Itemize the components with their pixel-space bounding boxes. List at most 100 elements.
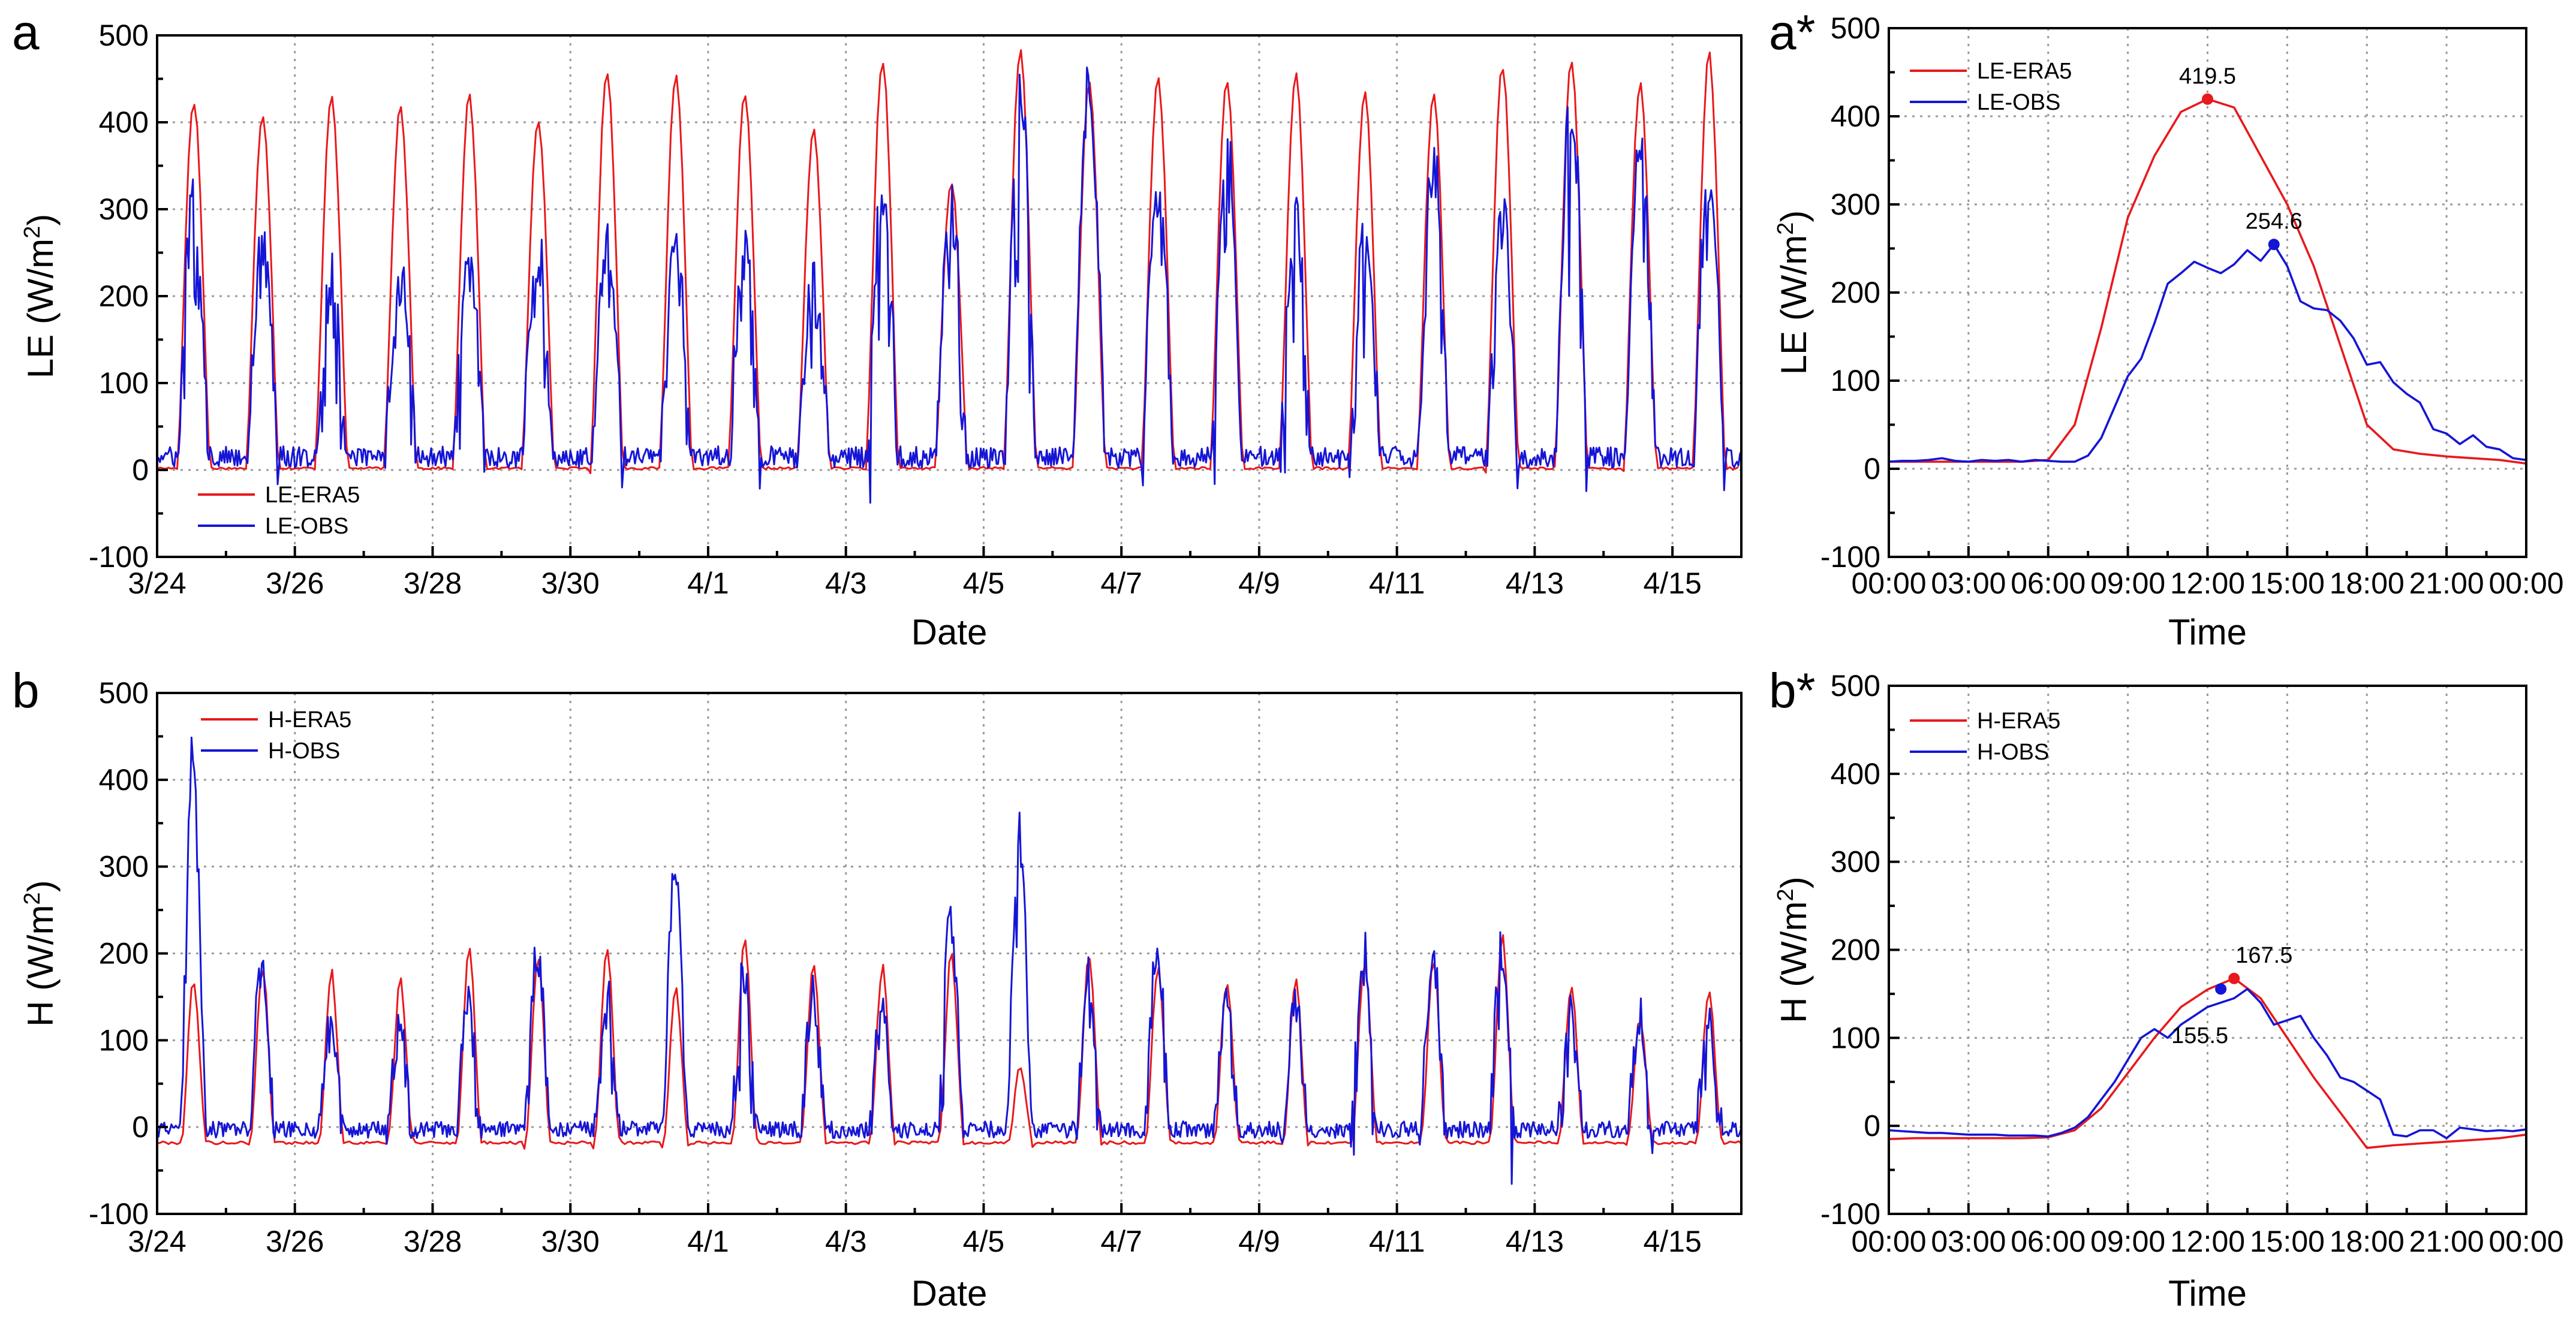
panel-b-star-ylabel-sup: 2 [1773, 888, 1798, 901]
xtick-label: 00:00 [1851, 1225, 1926, 1258]
xtick-label: 4/1 [687, 1225, 729, 1258]
series-line-h-obs [157, 736, 1741, 1185]
ytick-label: 400 [99, 763, 149, 797]
xtick-label: 4/11 [1369, 1225, 1425, 1258]
ytick-label: 0 [1864, 1109, 1880, 1143]
panel-b-star-ylabel: H (W/m2) [1773, 876, 1814, 1023]
panel-b-star-letter: b* [1769, 664, 1816, 718]
xtick-label: 3/24 [128, 1225, 186, 1258]
panel-a-star-peak-label-era5: 419.5 [2179, 64, 2236, 89]
panel-b-chart: b -100 0 100 200 300 400 500 3/24 3/26 3/28 3/30 4/… [12, 664, 1743, 1313]
xtick-label: 4/1 [687, 566, 729, 600]
ytick-label: 500 [99, 676, 149, 710]
xtick-label: 3/26 [266, 1225, 324, 1258]
xtick-label: 18:00 [2330, 566, 2405, 600]
panel-a-star-peak-label-obs: 254.6 [2246, 209, 2303, 234]
panel-a-star-peak-marker-era5 [2202, 93, 2213, 105]
xtick-label: 15:00 [2250, 566, 2325, 600]
ytick-label: 300 [99, 192, 149, 226]
panel-a-ylabel-main: LE (W/m [20, 239, 61, 378]
panel-a-star-ylabel-sup: 2 [1773, 222, 1798, 235]
ytick-label: 400 [99, 106, 149, 139]
ytick-label: 200 [99, 279, 149, 313]
panel-b-ylabel-main: H (W/m [20, 905, 61, 1026]
xtick-label: 3/30 [541, 1225, 600, 1258]
ytick-label: 300 [1831, 188, 1880, 221]
ytick-label: -100 [89, 540, 149, 574]
panel-b-star-ylabel-main: H (W/m [1774, 901, 1814, 1023]
panel-b-star-legend-label-obs: H-OBS [1977, 740, 2049, 765]
xtick-label: 4/15 [1643, 1225, 1701, 1258]
ytick-label: -100 [1820, 540, 1880, 574]
xtick-label: 3/30 [541, 566, 600, 600]
xtick-label: 3/28 [404, 566, 462, 600]
panel-b-ticks: -100 0 100 200 300 400 500 3/24 3/26 3/28 3/30 4/1 4… [89, 676, 1702, 1258]
ytick-label: 0 [1864, 452, 1880, 486]
ytick-label: 100 [99, 366, 149, 400]
xtick-label: 00:00 [1851, 566, 1926, 600]
ytick-label: 100 [99, 1023, 149, 1057]
xtick-label: 3/26 [266, 566, 324, 600]
series-line-h-era5 [157, 934, 1741, 1150]
panel-b-star-legend-label-era5: H-ERA5 [1977, 709, 2060, 734]
panel-b-star-peak-label-era5: 167.5 [2235, 943, 2292, 968]
panel-b-star-annotations: 167.5 155.5 [2171, 943, 2292, 1048]
ytick-label: -100 [89, 1197, 149, 1231]
xtick-label: 4/13 [1506, 1225, 1564, 1258]
panel-a-star-legend-label-era5: LE-ERA5 [1977, 59, 2072, 84]
series-line-h-obs [1889, 988, 2526, 1140]
series-line-le-obs [1889, 243, 2526, 463]
xtick-label: 3/24 [128, 566, 186, 600]
xtick-label: 4/13 [1506, 566, 1564, 600]
panel-b-ylabel-sup: 2 [20, 892, 45, 905]
panel-a-ylabel-tail: ) [20, 214, 61, 226]
xtick-label: 21:00 [2409, 566, 2484, 600]
panel-b-star-peak-label-obs: 155.5 [2171, 1023, 2228, 1048]
xtick-label: 4/7 [1100, 1225, 1142, 1258]
panel-a-series [157, 49, 1741, 504]
panel-a-star-grid [1889, 28, 2526, 557]
xtick-label: 4/5 [963, 1225, 1005, 1258]
ytick-label: 500 [1831, 11, 1880, 45]
xtick-label: 4/3 [825, 566, 867, 600]
panel-a-star-peak-marker-obs [2268, 239, 2280, 251]
panel-b-star-grid [1889, 686, 2526, 1214]
ytick-label: 300 [1831, 845, 1880, 879]
xtick-label: 03:00 [1931, 1225, 2006, 1258]
panel-b-ylabel-tail: ) [20, 880, 61, 892]
panel-a-star-ylabel: LE (W/m2) [1773, 210, 1814, 375]
panel-a-star-letter: a* [1769, 5, 1816, 60]
xtick-label: 15:00 [2250, 1225, 2325, 1258]
xtick-label: 4/9 [1238, 1225, 1280, 1258]
xtick-label: 03:00 [1931, 566, 2006, 600]
panel-b-star-legend: H-ERA5 H-OBS [1910, 709, 2060, 765]
panel-b-star-peak-marker-obs [2215, 983, 2227, 995]
panel-b-xlabel: Date [911, 1273, 988, 1313]
xtick-label: 00:00 [2488, 1225, 2563, 1258]
panel-a-star-legend-label-obs: LE-OBS [1977, 90, 2060, 115]
xtick-label: 12:00 [2170, 566, 2245, 600]
panel-a-frame [156, 34, 1743, 558]
panel-b-ylabel: H (W/m2) [20, 880, 61, 1026]
xtick-label: 09:00 [2090, 1225, 2165, 1258]
ytick-label: 500 [1831, 669, 1880, 703]
panel-a-legend-label-obs: LE-OBS [265, 514, 348, 539]
panel-a-star-annotations: 419.5 254.6 [2179, 64, 2303, 251]
panel-b-legend: H-ERA5 H-OBS [201, 707, 351, 764]
ytick-label: 300 [99, 850, 149, 884]
series-line-h-era5 [1889, 977, 2526, 1149]
xtick-label: 21:00 [2409, 1225, 2484, 1258]
xtick-label: 4/5 [963, 566, 1005, 600]
ytick-label: 400 [1831, 757, 1880, 791]
panel-a-star-ylabel-main: LE (W/m [1774, 235, 1814, 375]
xtick-label: 06:00 [2011, 1225, 2086, 1258]
panel-b-star-ylabel-tail: ) [1774, 876, 1814, 888]
panel-b-star-xlabel: Time [2168, 1273, 2247, 1313]
panel-a-legend-label-era5: LE-ERA5 [265, 483, 360, 508]
xtick-label: 4/3 [825, 1225, 867, 1258]
panel-a-chart: a -100 0 100 200 300 400 500 3/24 3/26 3/28 3/30 4/… [12, 5, 1743, 652]
ytick-label: 0 [132, 453, 149, 487]
